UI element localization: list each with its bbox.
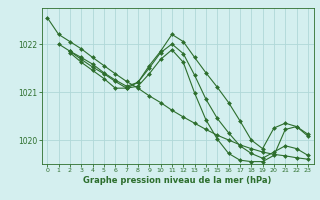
X-axis label: Graphe pression niveau de la mer (hPa): Graphe pression niveau de la mer (hPa)	[84, 176, 272, 185]
